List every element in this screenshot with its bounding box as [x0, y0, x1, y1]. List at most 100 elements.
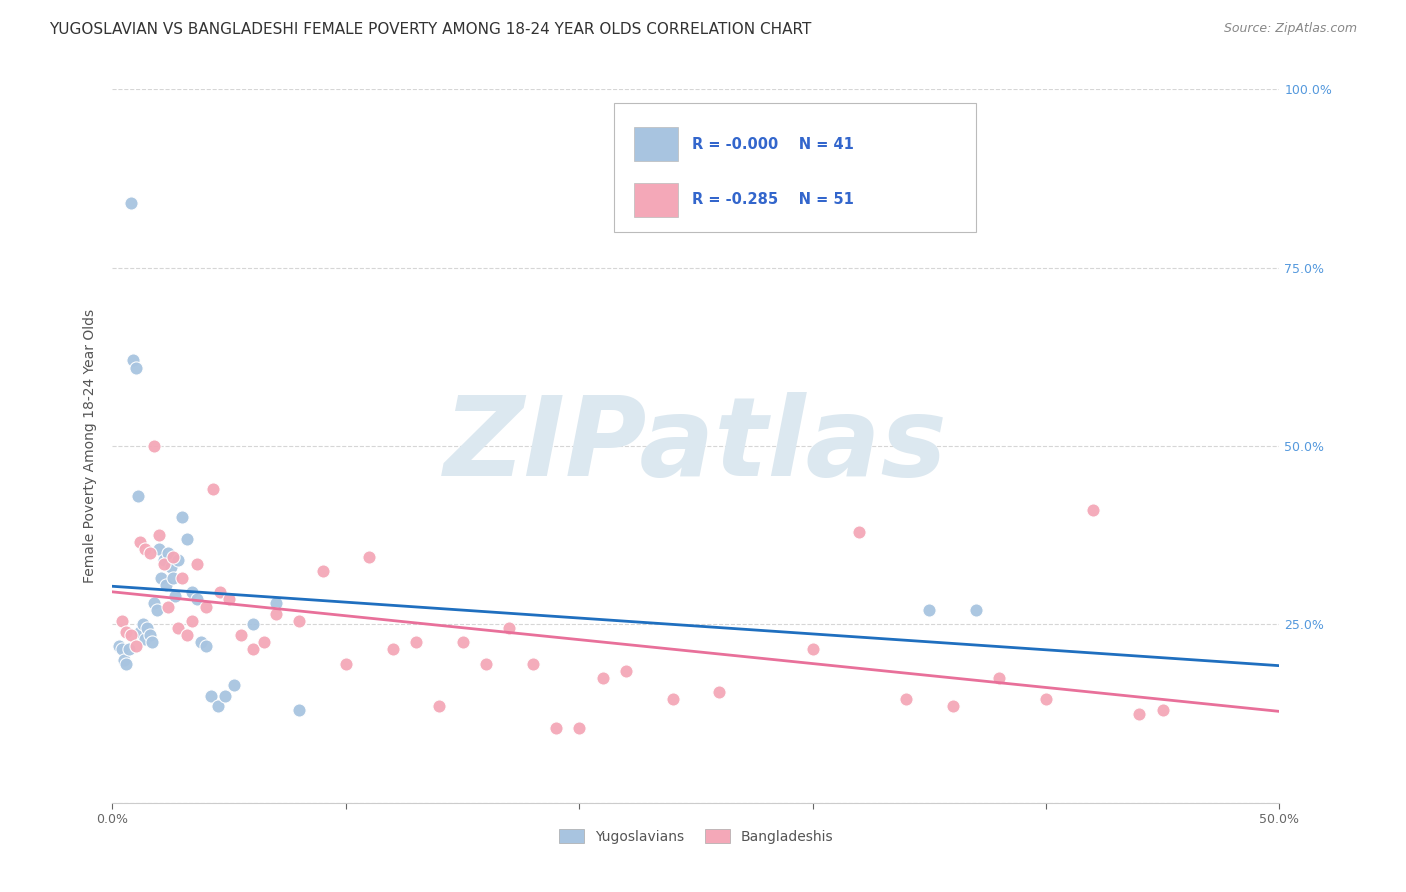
- Point: [176, 628, 198, 642]
- Point: [801, 642, 824, 657]
- Point: [132, 617, 155, 632]
- Point: [108, 639, 131, 653]
- Point: [335, 657, 357, 671]
- Point: [1081, 503, 1104, 517]
- Point: [201, 482, 224, 496]
- Point: [129, 624, 152, 639]
- Point: [405, 635, 427, 649]
- Point: [155, 578, 177, 592]
- Legend: Yugoslavians, Bangladeshis: Yugoslavians, Bangladeshis: [553, 823, 839, 849]
- FancyBboxPatch shape: [634, 183, 679, 217]
- Point: [148, 542, 170, 557]
- Point: [568, 721, 591, 735]
- Point: [918, 603, 941, 617]
- Point: [125, 639, 148, 653]
- Y-axis label: Female Poverty Among 18-24 Year Olds: Female Poverty Among 18-24 Year Olds: [83, 309, 97, 583]
- Point: [264, 596, 287, 610]
- Point: [592, 671, 614, 685]
- Point: [111, 614, 134, 628]
- Point: [120, 196, 142, 211]
- Point: [190, 635, 212, 649]
- Point: [136, 621, 159, 635]
- Point: [194, 639, 217, 653]
- Point: [153, 557, 176, 571]
- Point: [162, 571, 184, 585]
- Point: [148, 528, 170, 542]
- Text: R = -0.000    N = 41: R = -0.000 N = 41: [693, 136, 855, 152]
- Point: [176, 532, 198, 546]
- Point: [614, 664, 637, 678]
- Point: [222, 678, 245, 692]
- Point: [544, 721, 567, 735]
- Point: [942, 699, 965, 714]
- Point: [214, 689, 236, 703]
- Point: [129, 535, 152, 549]
- Point: [134, 542, 156, 557]
- Point: [288, 614, 311, 628]
- Point: [166, 621, 188, 635]
- Point: [162, 549, 184, 564]
- Point: [381, 642, 404, 657]
- Point: [264, 607, 287, 621]
- Point: [150, 571, 173, 585]
- Point: [120, 628, 142, 642]
- Point: [965, 603, 987, 617]
- Point: [288, 703, 311, 717]
- Point: [848, 524, 870, 539]
- Point: [160, 560, 183, 574]
- Point: [180, 585, 202, 599]
- Point: [218, 592, 240, 607]
- Point: [200, 689, 222, 703]
- Point: [709, 685, 731, 699]
- Point: [1152, 703, 1174, 717]
- Point: [146, 603, 169, 617]
- Point: [172, 510, 194, 524]
- Point: [111, 642, 134, 657]
- Point: [166, 553, 188, 567]
- Text: ZIPatlas: ZIPatlas: [444, 392, 948, 500]
- Point: [451, 635, 474, 649]
- Point: [172, 571, 194, 585]
- Point: [194, 599, 217, 614]
- Point: [115, 624, 138, 639]
- Point: [112, 653, 135, 667]
- Point: [180, 614, 202, 628]
- Point: [127, 489, 149, 503]
- Point: [186, 592, 208, 607]
- Point: [242, 642, 264, 657]
- Point: [165, 589, 187, 603]
- FancyBboxPatch shape: [614, 103, 976, 232]
- FancyBboxPatch shape: [634, 127, 679, 161]
- Point: [122, 353, 145, 368]
- Point: [134, 632, 156, 646]
- Point: [988, 671, 1011, 685]
- Point: [186, 557, 208, 571]
- Point: [253, 635, 276, 649]
- Point: [207, 699, 229, 714]
- Point: [141, 635, 163, 649]
- Point: [359, 549, 381, 564]
- Point: [229, 628, 252, 642]
- Text: YUGOSLAVIAN VS BANGLADESHI FEMALE POVERTY AMONG 18-24 YEAR OLDS CORRELATION CHAR: YUGOSLAVIAN VS BANGLADESHI FEMALE POVERT…: [49, 22, 811, 37]
- Point: [115, 657, 138, 671]
- Text: Source: ZipAtlas.com: Source: ZipAtlas.com: [1223, 22, 1357, 36]
- Point: [427, 699, 450, 714]
- Text: R = -0.285    N = 51: R = -0.285 N = 51: [693, 193, 855, 207]
- Point: [125, 360, 148, 375]
- Point: [475, 657, 498, 671]
- Point: [143, 439, 166, 453]
- Point: [311, 564, 333, 578]
- Point: [157, 599, 180, 614]
- Point: [139, 628, 162, 642]
- Point: [118, 642, 141, 657]
- Point: [143, 596, 166, 610]
- Point: [661, 692, 683, 706]
- Point: [1035, 692, 1057, 706]
- Point: [498, 621, 520, 635]
- Point: [242, 617, 264, 632]
- Point: [522, 657, 544, 671]
- Point: [894, 692, 917, 706]
- Point: [1128, 706, 1150, 721]
- Point: [208, 585, 231, 599]
- Point: [153, 553, 176, 567]
